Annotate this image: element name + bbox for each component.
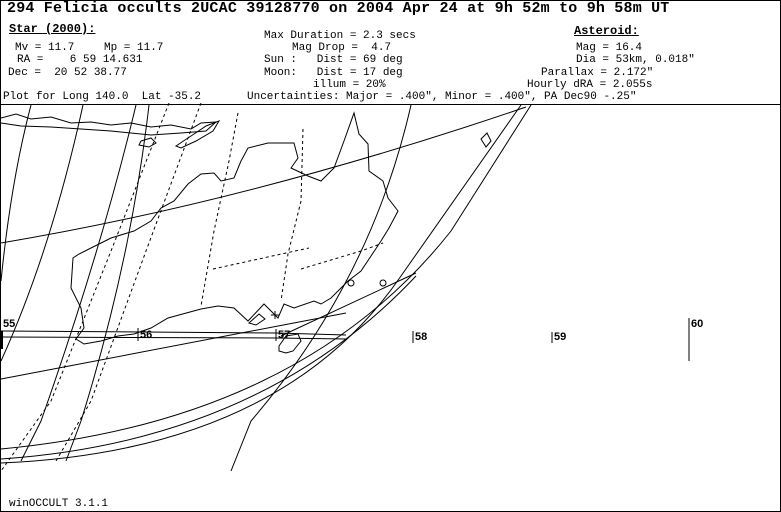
state-border-qld [280,128,304,302]
meridian-line [230,104,412,472]
coastline-tasmania [278,333,302,354]
plot-location: Plot for Long 140.0 Lat -35.2 [3,91,202,103]
time-tick-label: 56 [140,329,153,341]
asteroid-parallax: Parallax = 2.172" [541,67,654,79]
star-mp: Mp = 11.7 [104,42,164,54]
state-border-nt-sa [212,247,310,270]
latitude-line [1,106,527,244]
left-edge-mark [1,331,3,349]
limb-arc [1,104,532,450]
star-heading: Star (2000): [9,22,96,36]
meridian-line [65,104,150,462]
state-border-wa [200,112,239,307]
dashed-meridian [55,102,202,462]
moon-illumination: illum = 20% [313,79,386,91]
island [138,137,157,148]
star-dec: Dec = 20 52 38.77 [8,67,127,79]
meridian-line [1,104,32,282]
time-tick-label: 58 [415,331,428,343]
moon-distance: Moon: Dist = 17 deg [264,67,403,79]
header-divider [1,104,780,105]
mag-drop: Mag Drop = 4.7 [292,42,392,54]
meridian-line [20,104,137,462]
uncertainties: Uncertainties: Major = .400", Minor = .4… [247,91,637,103]
dashed-meridian [1,102,170,472]
meridian-line [1,104,84,362]
page-title: 294 Felicia occults 2UCAC 39128770 on 20… [7,0,670,17]
software-version: winOCCULT 3.1.1 [9,498,109,510]
time-tick-label: 59 [554,331,567,343]
limb-arc [1,104,522,464]
coastline-australia [70,111,399,345]
max-duration: Max Duration = 2.3 secs [264,30,416,42]
sun-distance: Sun : Dist = 69 deg [264,54,403,66]
plot-site-cross [271,311,279,319]
coastline-indonesia [1,113,218,136]
path-limit-line [280,272,417,337]
time-tick-label: 57 [278,329,291,341]
limb-arc [1,275,417,460]
path-edge-line [1,336,347,340]
asteroid-heading: Asteroid: [574,24,639,38]
site-marker [379,279,387,287]
island [480,132,492,148]
site-marker [347,279,355,287]
asteroid-mag: Mag = 16.4 [576,42,643,54]
kangaroo-island [247,313,266,326]
star-mv: Mv = 11.7 [15,42,75,54]
time-tick-label: 60 [691,318,704,330]
asteroid-diameter: Dia = 53km, 0.018" [576,54,695,66]
latitude-line [1,312,347,380]
time-tick-label: 55 [3,318,16,330]
star-ra: RA = 6 59 14.631 [17,54,143,66]
coastline-timor [174,120,221,149]
asteroid-hourly-dra: Hourly dRA = 2.055s [527,79,653,91]
